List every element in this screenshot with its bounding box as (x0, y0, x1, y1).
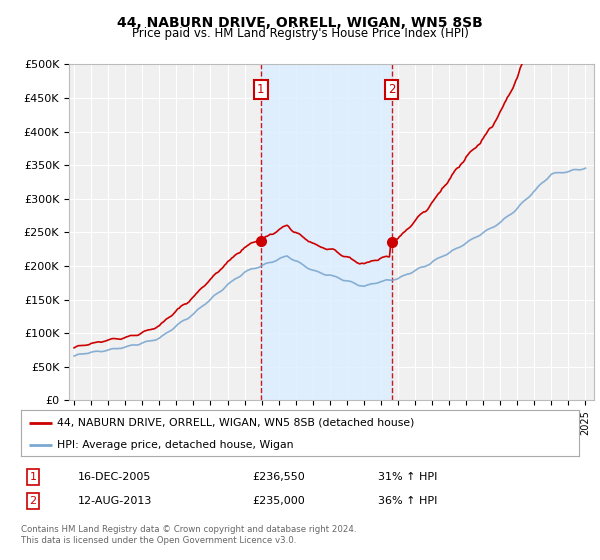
Text: HPI: Average price, detached house, Wigan: HPI: Average price, detached house, Wiga… (57, 440, 294, 450)
Text: 16-DEC-2005: 16-DEC-2005 (78, 472, 151, 482)
Text: 36% ↑ HPI: 36% ↑ HPI (378, 496, 437, 506)
Text: £236,550: £236,550 (252, 472, 305, 482)
Text: 2: 2 (29, 496, 37, 506)
Text: £235,000: £235,000 (252, 496, 305, 506)
Text: 44, NABURN DRIVE, ORRELL, WIGAN, WN5 8SB (detached house): 44, NABURN DRIVE, ORRELL, WIGAN, WN5 8SB… (57, 418, 415, 428)
Text: Price paid vs. HM Land Registry's House Price Index (HPI): Price paid vs. HM Land Registry's House … (131, 27, 469, 40)
Text: 31% ↑ HPI: 31% ↑ HPI (378, 472, 437, 482)
Text: Contains HM Land Registry data © Crown copyright and database right 2024.
This d: Contains HM Land Registry data © Crown c… (21, 525, 356, 545)
Text: 2: 2 (388, 83, 395, 96)
Text: 1: 1 (257, 83, 265, 96)
Text: 1: 1 (29, 472, 37, 482)
Text: 44, NABURN DRIVE, ORRELL, WIGAN, WN5 8SB: 44, NABURN DRIVE, ORRELL, WIGAN, WN5 8SB (117, 16, 483, 30)
Bar (261, 64, 392, 400)
Text: 12-AUG-2013: 12-AUG-2013 (78, 496, 152, 506)
